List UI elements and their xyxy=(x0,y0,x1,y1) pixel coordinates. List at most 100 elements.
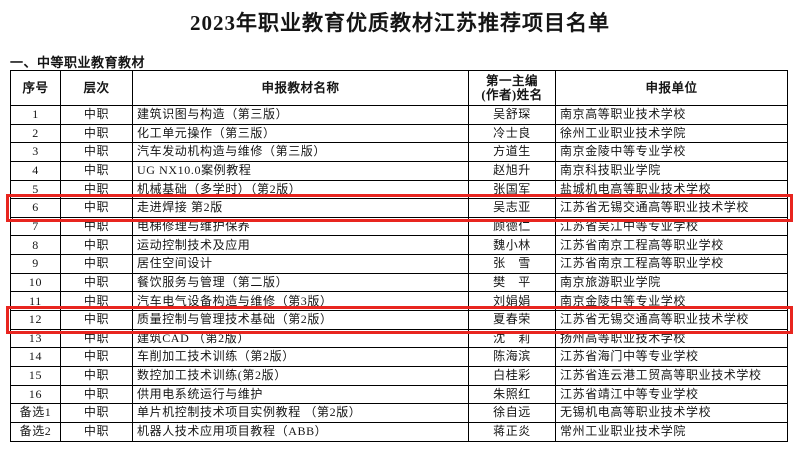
cell-author: 张 雪 xyxy=(468,254,556,274)
table-row: 备选2 中职 机器人技术应用项目教程（ABB） 蒋正炎 常州工业职业技术学院 xyxy=(10,421,788,442)
cell-no: 备选1 xyxy=(10,403,61,423)
cell-unit: 南京金陵中等专业学校 xyxy=(555,291,788,312)
cell-level: 中职 xyxy=(60,105,133,125)
table-row: 9 中职 居住空间设计张 雪江苏省南京工程高等职业学校 xyxy=(10,254,788,274)
cell-no: 7 xyxy=(10,216,61,237)
cell-no: 10 xyxy=(10,272,61,293)
cell-level: 中职 xyxy=(60,272,133,293)
cell-author: 夏春荣 xyxy=(468,310,556,330)
table-header: 序号 层次 申报教材名称 第一主编 (作者)姓名 申报单位 xyxy=(10,70,788,106)
cell-no: 2 xyxy=(10,123,61,144)
table-row: 14 中职 车削加工技术训练（第2版） 陈海滨 江苏省海门中等专业学校 xyxy=(10,347,788,367)
cell-title: 单片机控制技术项目实例教程 （第2版） xyxy=(132,403,469,423)
cell-author: 吴志亚 xyxy=(468,198,556,218)
cell-unit: 扬州高等职业技术学校 xyxy=(555,328,788,349)
column-header-level: 层次 xyxy=(60,70,133,106)
cell-title: 汽车发动机构造与维修（第三版） xyxy=(132,142,469,162)
cell-unit: 江苏省吴江中等专业学校 xyxy=(555,216,788,237)
cell-title: 供用电系统运行与维护 xyxy=(132,384,469,405)
cell-unit: 南京旅游职业学院 xyxy=(555,272,788,293)
cell-no: 3 xyxy=(10,142,61,162)
table-row: 10 中职 餐饮服务与管理（第二版）樊 平南京旅游职业学院 xyxy=(10,272,788,293)
cell-no: 16 xyxy=(10,384,61,405)
cell-title: 电梯修理与维护保养 xyxy=(132,216,469,237)
textbook-table: 序号 层次 申报教材名称 第一主编 (作者)姓名 申报单位 1 中职 建筑识图与构造（第三版… xyxy=(5,70,793,442)
cell-title: 建筑识图与构造（第三版） xyxy=(132,105,469,125)
cell-unit: 江苏省海门中等专业学校 xyxy=(555,347,788,367)
cell-author: 方道生 xyxy=(468,142,556,162)
cell-level: 中职 xyxy=(60,328,133,349)
cell-unit: 南京科技职业学院 xyxy=(555,160,788,181)
table-row: 7 中职 电梯修理与维护保养 顾德仁 江苏省吴江中等专业学校 xyxy=(10,216,788,237)
cell-author: 顾德仁 xyxy=(468,216,556,237)
column-header-unit: 申报单位 xyxy=(555,70,788,106)
cell-level: 中职 xyxy=(60,123,133,144)
cell-author: 陈海滨 xyxy=(468,347,556,367)
cell-unit: 常州工业职业技术学院 xyxy=(555,421,788,442)
cell-author: 张国军 xyxy=(468,179,556,200)
cell-no: 13 xyxy=(10,328,61,349)
cell-level: 中职 xyxy=(60,310,133,330)
cell-author: 赵旭升 xyxy=(468,160,556,181)
cell-no: 4 xyxy=(10,160,61,181)
cell-level: 中职 xyxy=(60,291,133,312)
page-title: 2023年职业教育优质教材江苏推荐项目名单 xyxy=(190,11,610,35)
table-row: 1 中职 建筑识图与构造（第三版） 吴舒琛 南京高等职业技术学校 xyxy=(10,105,788,125)
cell-title: 建筑CAD （第2版） xyxy=(132,328,469,349)
cell-no: 5 xyxy=(10,179,61,200)
cell-author: 吴舒琛 xyxy=(468,105,556,125)
cell-no: 14 xyxy=(10,347,61,367)
table-row: 备选1 中职 单片机控制技术项目实例教程 （第2版） 徐自远 无锡机电高等职业技术学校 xyxy=(10,403,788,423)
cell-unit: 徐州工业职业技术学院 xyxy=(555,123,788,144)
cell-level: 中职 xyxy=(60,254,133,274)
cell-title: 汽车电气设备构造与维修（第3版） xyxy=(132,291,469,312)
table-row: 5 中职 机械基础（多学时）（第2版） 张国军 盐城机电高等职业技术学校 xyxy=(10,179,788,200)
cell-title: UG NX10.0案例教程 xyxy=(132,160,469,181)
cell-author: 蒋正炎 xyxy=(468,421,556,442)
cell-no: 备选2 xyxy=(10,421,61,442)
column-header-title: 申报教材名称 xyxy=(132,70,469,106)
column-header-author: 第一主编 (作者)姓名 xyxy=(468,70,556,106)
cell-level: 中职 xyxy=(60,403,133,423)
table-row: 8 中职 运动控制技术及应用 魏小林 江苏省南京工程高等职业学校 xyxy=(10,235,788,256)
cell-title: 走进焊接 第2版 xyxy=(132,198,469,218)
table-row: 4 中职 UG NX10.0案例教程 赵旭升 南京科技职业学院 xyxy=(10,160,788,181)
cell-unit: 江苏省连云港工贸高等职业技术学校 xyxy=(555,365,788,386)
cell-level: 中职 xyxy=(60,347,133,367)
cell-title: 运动控制技术及应用 xyxy=(132,235,469,256)
table-row: 16 中职 供用电系统运行与维护 朱照红 江苏省靖江中等专业学校 xyxy=(10,384,788,405)
table-row: 3 中职 汽车发动机构造与维修（第三版） 方道生 南京金陵中等专业学校 xyxy=(10,142,788,162)
cell-level: 中职 xyxy=(60,198,133,218)
cell-unit: 江苏省南京工程高等职业学校 xyxy=(555,254,788,274)
cell-author: 沈 莉 xyxy=(468,328,556,349)
cell-level: 中职 xyxy=(60,179,133,200)
cell-level: 中职 xyxy=(60,216,133,237)
cell-title: 餐饮服务与管理（第二版） xyxy=(132,272,469,293)
cell-title: 质量控制与管理技术基础（第2版） xyxy=(132,310,469,330)
cell-unit: 南京金陵中等专业学校 xyxy=(555,142,788,162)
cell-author: 冷士良 xyxy=(468,123,556,144)
cell-author: 徐自远 xyxy=(468,403,556,423)
cell-author: 朱照红 xyxy=(468,384,556,405)
cell-title: 数控加工技术训练(第2版） xyxy=(132,365,469,386)
cell-title: 机械基础（多学时）（第2版） xyxy=(132,179,469,200)
cell-no: 12 xyxy=(10,310,61,330)
cell-no: 15 xyxy=(10,365,61,386)
table-header-row: 序号 层次 申报教材名称 第一主编 (作者)姓名 申报单位 xyxy=(10,70,788,106)
cell-no: 6 xyxy=(10,198,61,218)
cell-author: 白桂彩 xyxy=(468,365,556,386)
table-row: 13 中职 建筑CAD （第2版）沈 莉扬州高等职业技术学校 xyxy=(10,328,788,349)
cell-no: 8 xyxy=(10,235,61,256)
cell-unit: 江苏省靖江中等专业学校 xyxy=(555,384,788,405)
cell-author: 魏小林 xyxy=(468,235,556,256)
column-header-no: 序号 xyxy=(10,70,61,106)
table-row-highlighted: 12 中职 质量控制与管理技术基础（第2版） 夏春荣 江苏省无锡交通高等职业技术学校 xyxy=(5,305,793,335)
table-row: 2 中职 化工单元操作（第三版） 冷士良 徐州工业职业技术学院 xyxy=(10,123,788,144)
cell-title: 机器人技术应用项目教程（ABB） xyxy=(132,421,469,442)
table-row: 15 中职 数控加工技术训练(第2版） 白桂彩 江苏省连云港工贸高等职业技术学校 xyxy=(10,365,788,386)
cell-author: 樊 平 xyxy=(468,272,556,293)
cell-unit: 江苏省无锡交通高等职业技术学校 xyxy=(555,310,788,330)
cell-no: 11 xyxy=(10,291,61,312)
cell-no: 1 xyxy=(10,105,61,125)
